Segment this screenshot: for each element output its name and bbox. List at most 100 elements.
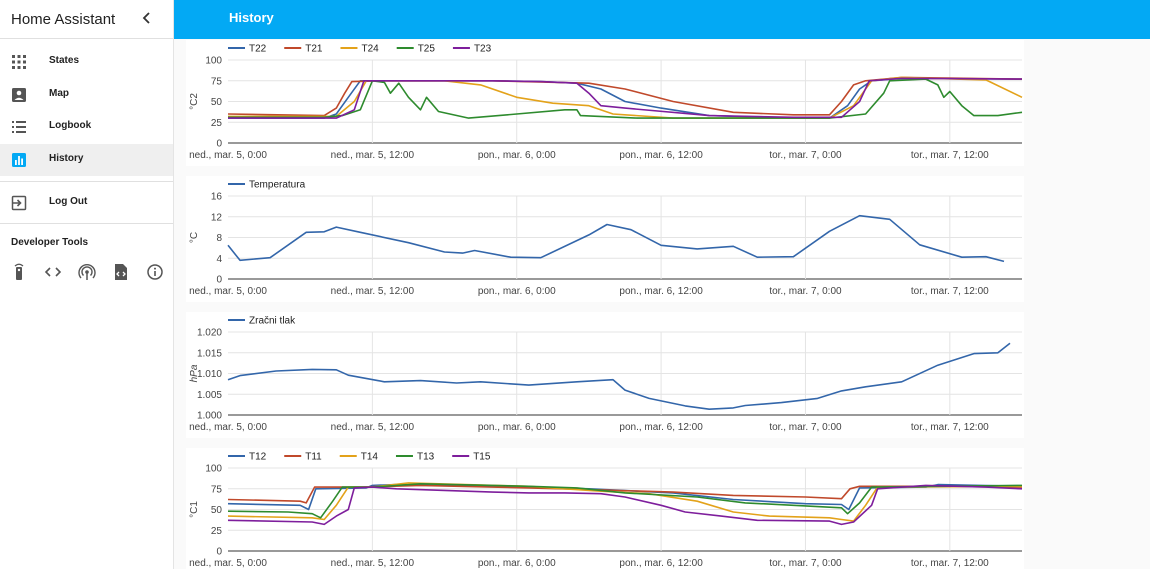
sidebar-item-states[interactable]: States <box>0 46 173 78</box>
logbook-icon <box>12 121 26 133</box>
grid-icon <box>12 55 26 69</box>
code-icon[interactable] <box>44 263 62 281</box>
legend-label: T13 <box>417 452 435 463</box>
x-tick-label: tor., mar. 7, 0:00 <box>769 150 842 161</box>
x-tick-label: tor., mar. 7, 12:00 <box>911 422 989 433</box>
y-tick-label: 0 <box>216 547 222 558</box>
chart-card-temperatura: Temperatura 0 4 8 12 16 ned., mar. 5, 0:00 ned.… <box>186 176 1024 302</box>
legend-item[interactable]: T24 <box>340 44 379 55</box>
x-tick-label: ned., mar. 5, 12:00 <box>331 558 415 569</box>
map-icon <box>12 88 26 102</box>
x-tick-label: ned., mar. 5, 12:00 <box>331 286 415 297</box>
y-tick-label: 1.015 <box>197 348 222 359</box>
series-line[interactable] <box>228 77 1023 119</box>
y-tick-label: 75 <box>211 76 223 87</box>
y-tick-label: 25 <box>211 118 223 129</box>
sidebar-item-map[interactable]: Map <box>0 79 173 111</box>
y-tick-label: 1.020 <box>197 328 222 339</box>
app-toolbar: History <box>174 0 1150 39</box>
chart-t1-sensors: T12 T11 T14 T13 T15 0 25 50 75 100 ned., mar. 5, 0… <box>189 452 1023 569</box>
x-tick-label: ned., mar. 5, 12:00 <box>331 422 415 433</box>
legend-label: T25 <box>418 44 436 55</box>
legend-item[interactable]: T12 <box>228 452 267 463</box>
sidebar: Home Assistant States Map <box>0 0 174 569</box>
legend-label: T24 <box>361 44 379 55</box>
series-line[interactable] <box>227 76 1023 117</box>
legend-label: Zračni tlak <box>249 316 296 327</box>
chart-t2-sensors: T22 T21 T24 T25 T23 0 25 50 75 100 ned., mar. 5, 0… <box>189 44 1023 161</box>
remote-icon[interactable] <box>10 263 28 281</box>
y-tick-label: 0 <box>216 275 222 286</box>
sidebar-item-label: History <box>49 153 84 164</box>
x-tick-label: ned., mar. 5, 0:00 <box>189 558 267 569</box>
x-tick-label: pon., mar. 6, 12:00 <box>619 150 703 161</box>
legend-item[interactable]: T15 <box>452 452 491 463</box>
legend-label: T23 <box>474 44 492 55</box>
developer-tools <box>0 263 173 283</box>
legend-item[interactable]: Temperatura <box>228 180 306 191</box>
sidebar-item-logout[interactable]: Log Out <box>0 187 173 219</box>
page-title: History <box>229 10 274 25</box>
y-tick-label: 25 <box>211 526 223 537</box>
series-line[interactable] <box>227 484 1023 504</box>
y-tick-label: 8 <box>216 233 222 244</box>
x-tick-label: tor., mar. 7, 12:00 <box>911 286 989 297</box>
series-line[interactable] <box>227 214 1005 263</box>
series-line[interactable] <box>228 77 1023 119</box>
legend-item[interactable]: T21 <box>284 44 323 55</box>
legend-item[interactable]: T11 <box>284 452 322 463</box>
y-tick-label: 75 <box>211 484 223 495</box>
y-tick-label: 100 <box>205 464 222 475</box>
y-axis-label: hPa <box>189 364 200 382</box>
legend-label: T21 <box>305 44 323 55</box>
x-tick-label: tor., mar. 7, 0:00 <box>769 422 842 433</box>
chevron-left-icon[interactable] <box>139 9 155 27</box>
y-tick-label: 4 <box>216 254 222 265</box>
file-code-icon[interactable] <box>112 263 130 281</box>
legend-label: Temperatura <box>249 180 306 191</box>
y-tick-label: 100 <box>205 56 222 67</box>
series-line[interactable] <box>227 483 1023 519</box>
y-axis-label: °C2 <box>189 93 200 110</box>
sidebar-item-label: Log Out <box>49 196 88 207</box>
legend-item[interactable]: T14 <box>339 452 379 463</box>
chart-card-pressure: Zračni tlak 1.000 1.005 1.010 1.015 1.020 ned.… <box>186 312 1024 438</box>
legend-item[interactable]: T23 <box>452 44 492 55</box>
x-tick-label: tor., mar. 7, 12:00 <box>911 150 989 161</box>
y-tick-label: 1.005 <box>197 390 222 401</box>
legend-label: T15 <box>473 452 491 463</box>
logout-icon <box>11 195 27 211</box>
y-axis-label: °C1 <box>189 501 200 518</box>
legend-item[interactable]: T22 <box>228 44 267 55</box>
legend-item[interactable]: T25 <box>396 44 436 55</box>
sidebar-item-label: Logbook <box>49 120 92 131</box>
x-tick-label: pon., mar. 6, 12:00 <box>619 422 703 433</box>
legend-label: T22 <box>249 44 267 55</box>
legend-item[interactable]: Zračni tlak <box>228 316 296 327</box>
y-tick-label: 1.010 <box>197 369 222 380</box>
series-line[interactable] <box>228 78 1023 119</box>
sidebar-item-logbook[interactable]: Logbook <box>0 111 173 143</box>
chart-temperatura: Temperatura 0 4 8 12 16 ned., mar. 5, 0:00 ned.… <box>189 180 1022 297</box>
sidebar-divider <box>0 223 173 224</box>
legend-label: T14 <box>361 452 379 463</box>
broadcast-icon[interactable] <box>78 263 96 281</box>
sidebar-header: Home Assistant <box>0 0 173 39</box>
series-line[interactable] <box>227 342 1011 410</box>
history-icon <box>12 153 26 167</box>
x-tick-label: pon., mar. 6, 0:00 <box>478 286 556 297</box>
y-axis-label: °C <box>189 232 200 243</box>
x-tick-label: ned., mar. 5, 0:00 <box>189 286 267 297</box>
x-tick-label: pon., mar. 6, 0:00 <box>478 150 556 161</box>
legend-item[interactable]: T13 <box>395 452 435 463</box>
chart-card-t2: T22 T21 T24 T25 T23 0 25 50 75 100 ned., mar. 5, 0… <box>186 40 1024 166</box>
y-tick-label: 0 <box>216 139 222 150</box>
series-line[interactable] <box>227 484 1023 526</box>
chart-zracni-tlak: Zračni tlak 1.000 1.005 1.010 1.015 1.020 ned.… <box>189 316 1022 433</box>
sidebar-item-history[interactable]: History <box>0 144 173 176</box>
sidebar-item-label: Map <box>49 88 69 99</box>
x-tick-label: pon., mar. 6, 0:00 <box>478 422 556 433</box>
sidebar-item-label: States <box>49 55 80 66</box>
info-icon[interactable] <box>146 263 164 281</box>
y-tick-label: 12 <box>211 212 223 223</box>
